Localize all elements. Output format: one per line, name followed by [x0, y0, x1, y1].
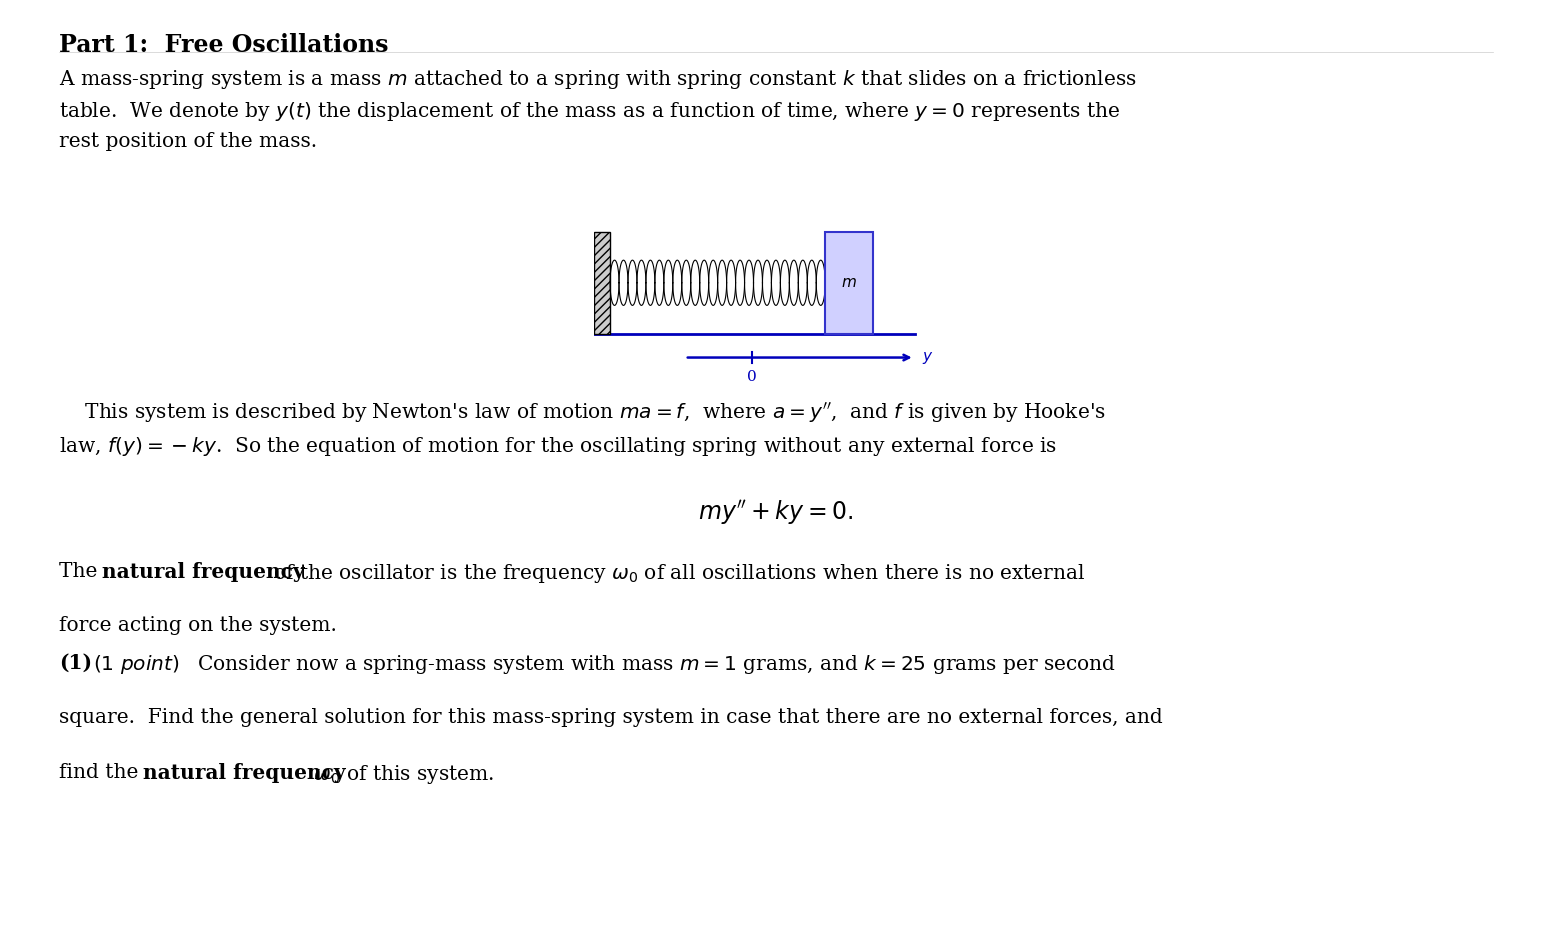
Text: natural frequency: natural frequency	[102, 562, 304, 582]
Text: This system is described by Newton's law of motion $ma = f$,  where $a = y''$,  : This system is described by Newton's law…	[59, 401, 1105, 458]
Text: $m$: $m$	[841, 276, 857, 290]
Text: natural frequency: natural frequency	[143, 763, 345, 783]
Text: Consider now a spring-mass system with mass $m = 1$ grams, and $k = 25$ grams pe: Consider now a spring-mass system with m…	[191, 653, 1116, 676]
Text: A mass-spring system is a mass $m$ attached to a spring with spring constant $k$: A mass-spring system is a mass $m$ attac…	[59, 68, 1136, 150]
Text: 0: 0	[748, 370, 757, 384]
Text: $\omega_0$ of this system.: $\omega_0$ of this system.	[307, 763, 494, 785]
Text: $my'' + ky = 0.$: $my'' + ky = 0.$	[698, 498, 854, 527]
Text: (1): (1)	[59, 653, 92, 673]
Text: Part 1:  Free Oscillations: Part 1: Free Oscillations	[59, 33, 388, 57]
Text: $(1\ \mathit{point})$: $(1\ \mathit{point})$	[93, 653, 180, 676]
Text: find the: find the	[59, 763, 144, 782]
Text: square.  Find the general solution for this mass-spring system in case that ther: square. Find the general solution for th…	[59, 708, 1162, 727]
Bar	[593, 231, 610, 334]
Text: $y$: $y$	[922, 349, 933, 365]
Bar	[826, 231, 872, 334]
Text: The: The	[59, 562, 104, 581]
Text: of the oscillator is the frequency $\omega_0$ of all oscillations when there is : of the oscillator is the frequency $\ome…	[267, 562, 1085, 584]
Text: force acting on the system.: force acting on the system.	[59, 616, 337, 635]
